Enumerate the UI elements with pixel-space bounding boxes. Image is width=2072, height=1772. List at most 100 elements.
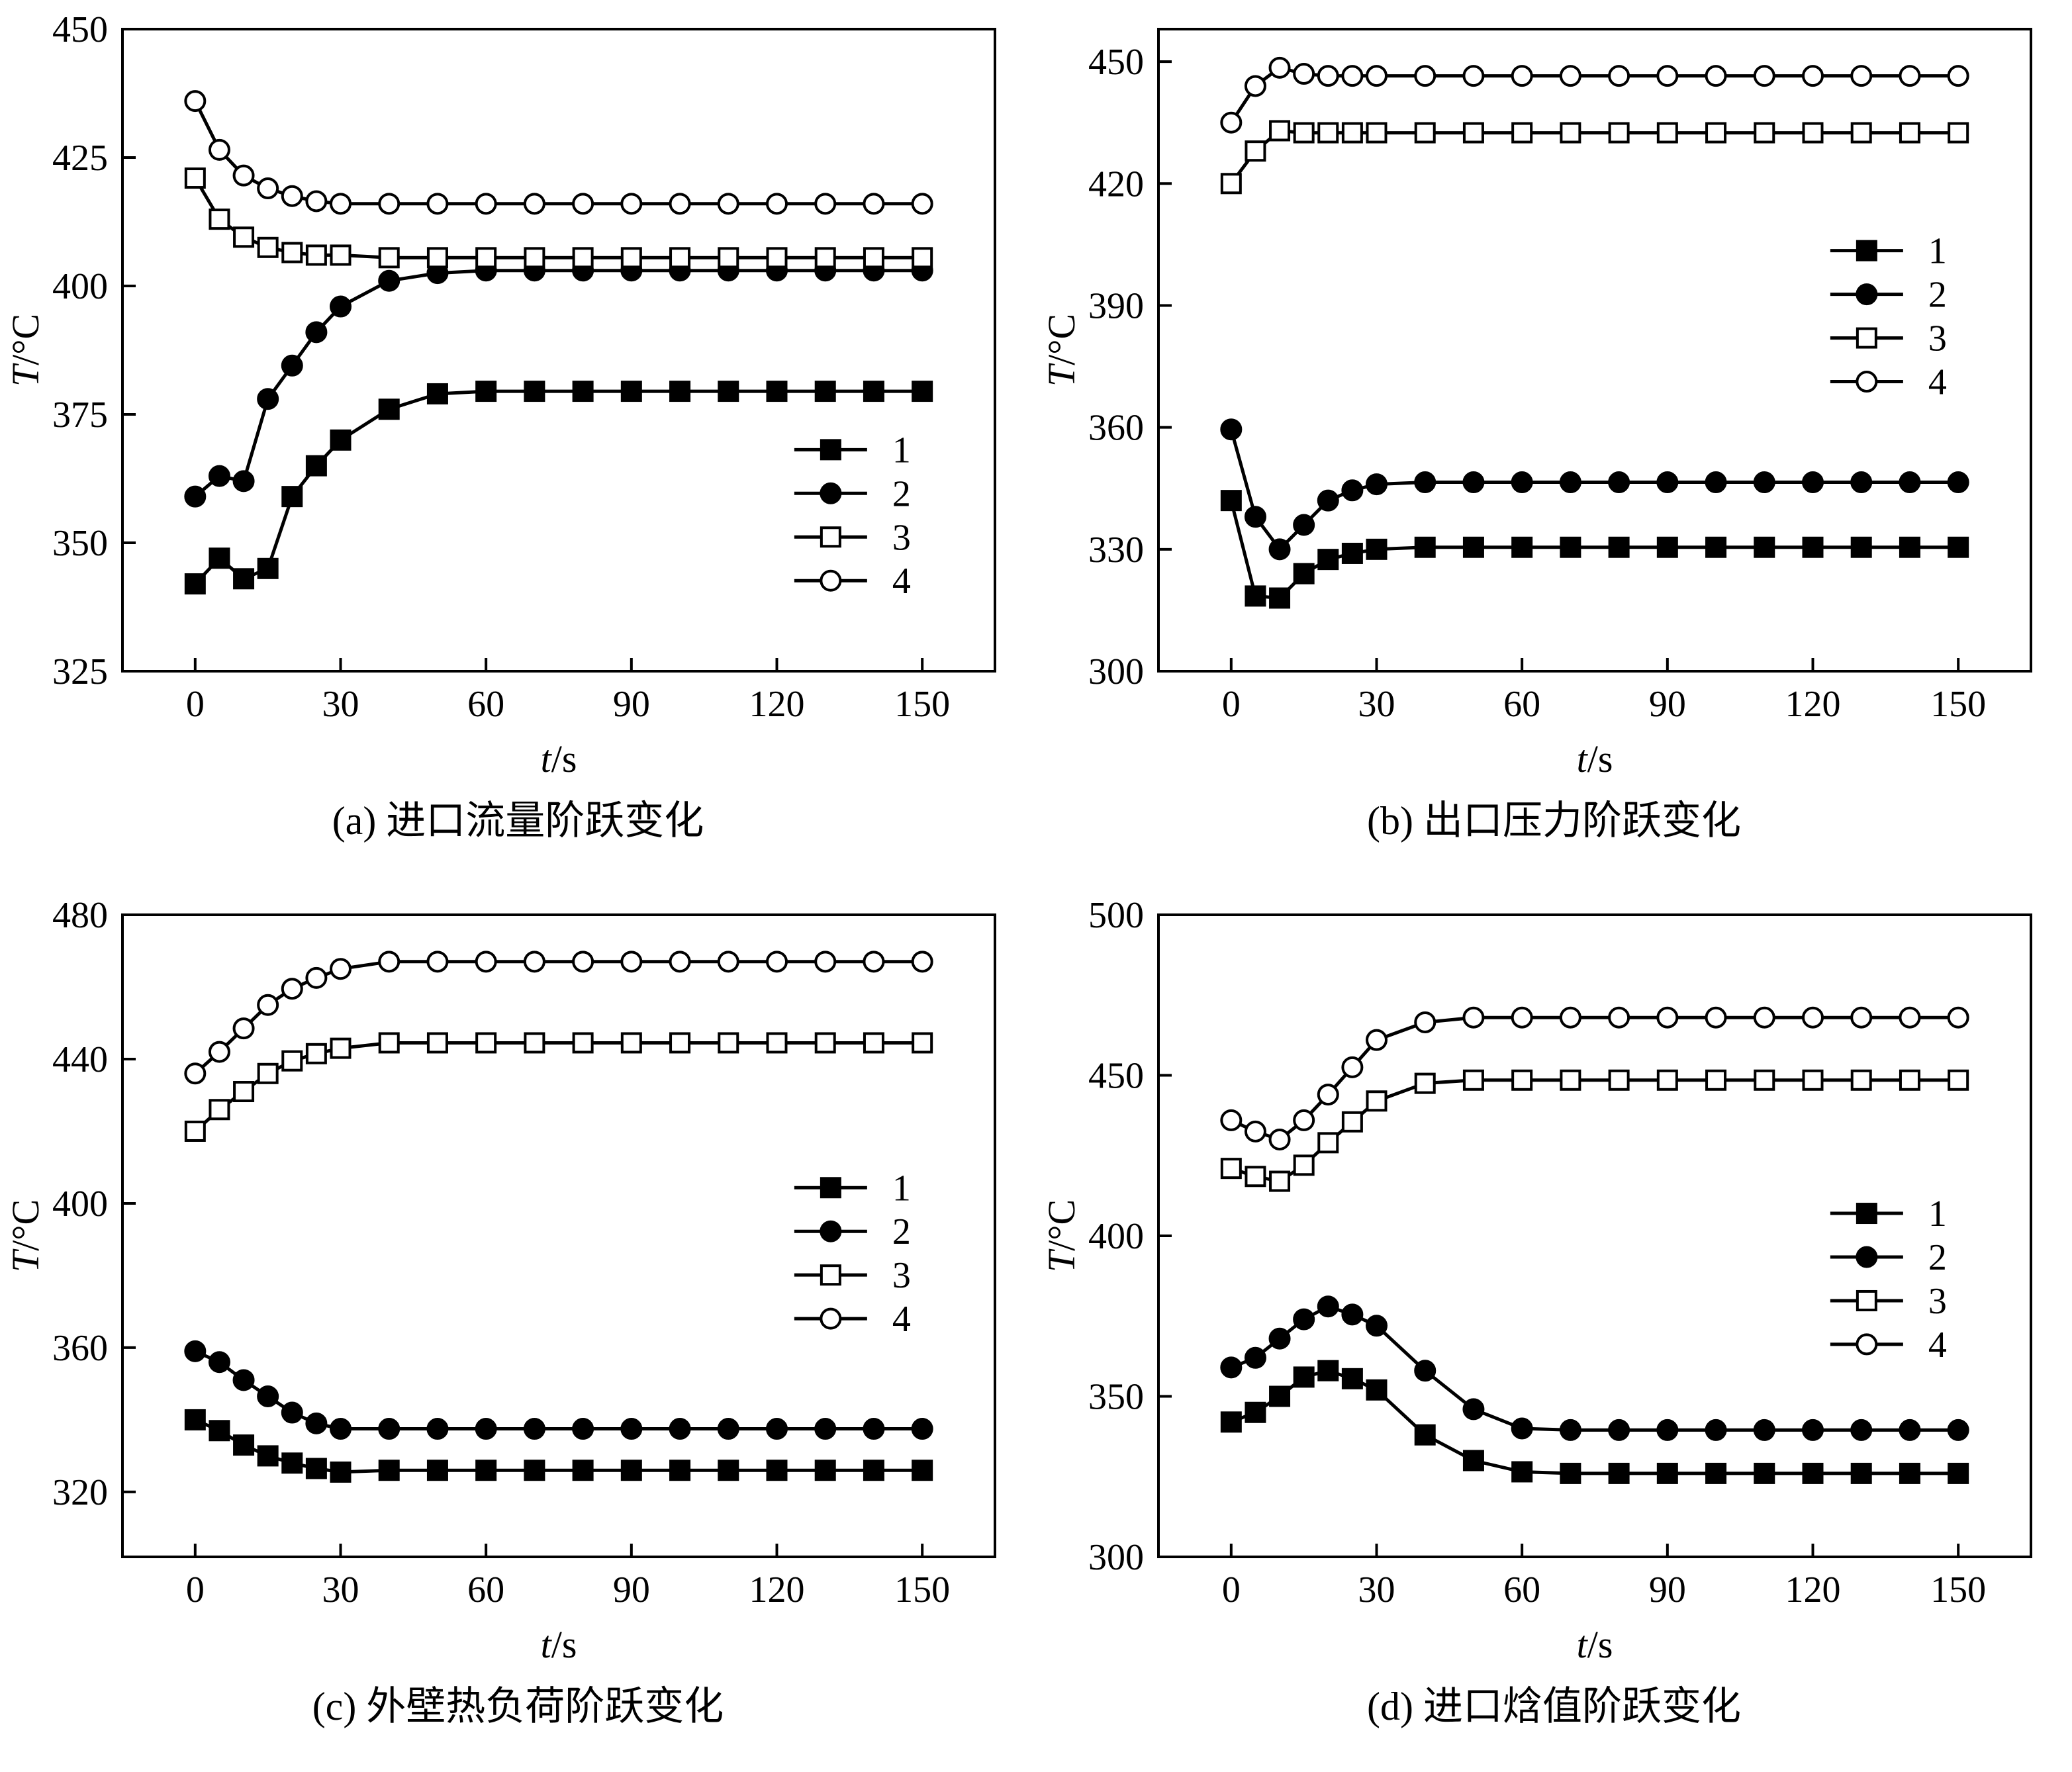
- series-4-marker: [863, 193, 885, 215]
- x-tick-label: 90: [613, 684, 650, 725]
- y-tick-label: 390: [1088, 285, 1144, 326]
- legend-item-label: 3: [892, 1255, 911, 1296]
- series-1-marker: [281, 486, 303, 508]
- legend-item-label: 2: [892, 473, 911, 514]
- series-1-marker: [1269, 587, 1291, 609]
- series-1-marker: [620, 381, 642, 402]
- legend-item-label: 4: [1928, 362, 1947, 403]
- series-1-marker: [912, 1460, 933, 1481]
- chart-panel-d: 0 30 60 90 120 150 300 350 400 450 500 t/s T/°C 1 2 3 4 …: [1036, 886, 2072, 1772]
- x-tick-label: 30: [322, 1569, 359, 1610]
- series-2-marker: [1899, 471, 1921, 494]
- series-2-marker: [1414, 471, 1436, 494]
- series-4-marker: [1705, 1006, 1727, 1029]
- series-4-line: [193, 100, 923, 206]
- series-4-marker: [1244, 1120, 1266, 1142]
- series-2-marker: [426, 1418, 449, 1440]
- series-1-marker: [233, 1434, 255, 1456]
- series-3-marker: [1269, 120, 1291, 142]
- series-1-line: [193, 389, 923, 585]
- series-2-marker: [669, 1418, 691, 1440]
- series-3-marker: [257, 236, 279, 258]
- series-4-marker: [1511, 65, 1533, 87]
- series-2-marker: [184, 485, 207, 508]
- series-3-marker: [1414, 122, 1436, 144]
- series-1-marker: [1656, 536, 1678, 558]
- series-1-marker: [1462, 1450, 1484, 1471]
- legend-item-label: 3: [1928, 318, 1947, 359]
- series-4-marker: [669, 193, 691, 215]
- series-1-marker: [814, 381, 836, 402]
- series-1-marker: [766, 381, 788, 402]
- series-4-marker: [911, 193, 933, 215]
- series-1-marker: [209, 1420, 230, 1442]
- plot-frame: [1157, 28, 2032, 673]
- series-3-marker: [233, 226, 255, 248]
- y-axis-title: T/°C: [4, 314, 47, 387]
- series-3-marker: [1293, 1154, 1315, 1176]
- series-3-marker: [330, 1037, 352, 1059]
- series-2-marker: [1462, 471, 1485, 494]
- y-tick-label: 375: [52, 395, 108, 436]
- legend-item-label: 4: [892, 561, 911, 602]
- legend-square-open-icon: [820, 526, 841, 548]
- series-3-marker: [718, 1032, 739, 1054]
- series-4-marker: [814, 193, 837, 215]
- series-4-marker: [1268, 56, 1291, 79]
- x-tick-label: 150: [894, 684, 950, 725]
- series-2-marker: [330, 295, 352, 318]
- series-4-marker: [1899, 65, 1921, 87]
- series-3-marker: [1462, 122, 1484, 144]
- series-2-line: [1230, 1305, 1959, 1432]
- series-2-marker: [1656, 1419, 1679, 1441]
- series-2-marker: [1608, 471, 1630, 494]
- series-2-marker: [1705, 1419, 1727, 1441]
- series-1-marker: [209, 547, 230, 569]
- series-1-marker: [1341, 542, 1363, 564]
- series-1-marker: [1899, 536, 1920, 558]
- series-1-marker: [1317, 1360, 1339, 1381]
- series-3-marker: [1511, 1069, 1533, 1091]
- series-3-marker: [281, 242, 303, 263]
- series-1-marker: [1317, 549, 1339, 571]
- x-tick-label: 90: [613, 1569, 650, 1610]
- series-1-marker: [1948, 536, 1969, 558]
- legend-square-filled-icon: [1856, 240, 1877, 261]
- series-3-marker: [233, 1081, 255, 1103]
- y-tick-label: 440: [52, 1039, 108, 1080]
- y-tick-label: 350: [52, 523, 108, 564]
- series-1-marker: [1269, 1385, 1291, 1407]
- series-3-marker: [305, 1043, 327, 1064]
- x-tick-label: 90: [1649, 684, 1686, 725]
- series-1-marker: [1608, 536, 1630, 558]
- series-2-marker: [1317, 489, 1339, 512]
- series-3-marker: [426, 247, 448, 269]
- x-axis-title: t/s: [541, 1623, 577, 1666]
- y-tick-label: 450: [1088, 1056, 1144, 1097]
- series-1-marker: [305, 1458, 327, 1479]
- series-3-marker: [669, 247, 691, 269]
- series-3-marker: [184, 1120, 206, 1142]
- series-4-marker: [208, 1041, 230, 1063]
- legend-item-label: 1: [1928, 1193, 1947, 1235]
- series-3-marker: [378, 247, 400, 269]
- legend-square-open-icon: [820, 1264, 841, 1286]
- series-3-marker: [863, 1032, 884, 1054]
- series-2-marker: [766, 1418, 788, 1440]
- series-4-marker: [620, 951, 643, 973]
- series-1-marker: [1245, 1401, 1266, 1423]
- series-3-marker: [1560, 122, 1581, 144]
- series-3-marker: [1245, 1166, 1266, 1188]
- series-4-marker: [475, 193, 497, 215]
- series-4-marker: [1850, 1006, 1873, 1029]
- series-4-marker: [1366, 65, 1388, 87]
- series-4-marker: [232, 1017, 255, 1040]
- y-tick-label: 480: [52, 895, 108, 936]
- series-4-marker: [1656, 65, 1679, 87]
- y-tick-label: 325: [52, 651, 108, 692]
- series-3-marker: [1414, 1072, 1436, 1094]
- series-1-line: [1229, 500, 1959, 600]
- series-3-marker: [1899, 122, 1920, 144]
- series-3-marker: [281, 1050, 303, 1072]
